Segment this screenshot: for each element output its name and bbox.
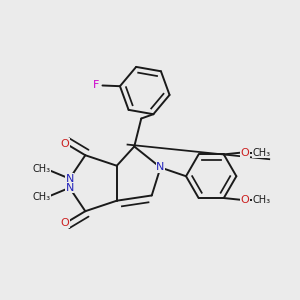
Text: N: N bbox=[65, 183, 74, 193]
Text: N: N bbox=[65, 174, 74, 184]
Text: O: O bbox=[60, 139, 69, 149]
Text: O: O bbox=[241, 195, 250, 205]
Text: CH₃: CH₃ bbox=[32, 192, 51, 202]
Text: CH₃: CH₃ bbox=[253, 195, 271, 205]
Text: N: N bbox=[156, 163, 165, 172]
Text: F: F bbox=[93, 80, 99, 91]
Text: CH₃: CH₃ bbox=[253, 148, 271, 158]
Text: O: O bbox=[241, 148, 250, 158]
Text: O: O bbox=[60, 218, 69, 228]
Text: CH₃: CH₃ bbox=[32, 164, 51, 174]
